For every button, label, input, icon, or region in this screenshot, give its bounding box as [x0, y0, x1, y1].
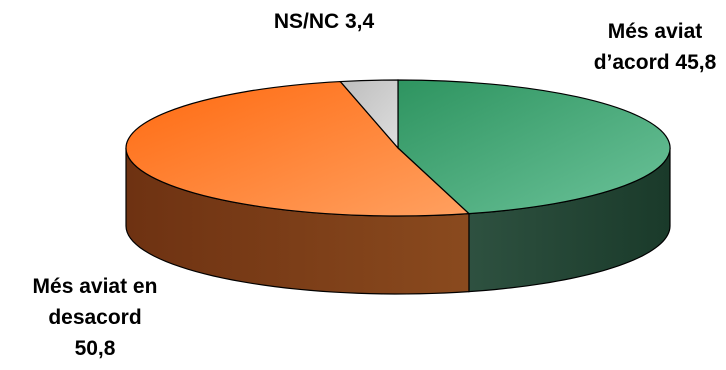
slice-ns-nc-label: NS/NC 3,4 — [274, 10, 375, 33]
pie-labels: Més aviat d’acord 45,8 Més aviat en desacor… — [33, 10, 717, 360]
slice-mes-aviat-en-desacord-label: Més aviat en desacord 50,8 — [33, 275, 158, 360]
slice-mes-aviat-dacord-label: Més aviat d’acord 45,8 — [594, 20, 717, 74]
slice-ns-nc-top — [339, 79, 399, 150]
slice-mes-aviat-dacord-top — [397, 79, 671, 215]
slice-mes-aviat-en-desacord-top — [125, 80, 471, 217]
pie-top-slices — [125, 79, 671, 217]
